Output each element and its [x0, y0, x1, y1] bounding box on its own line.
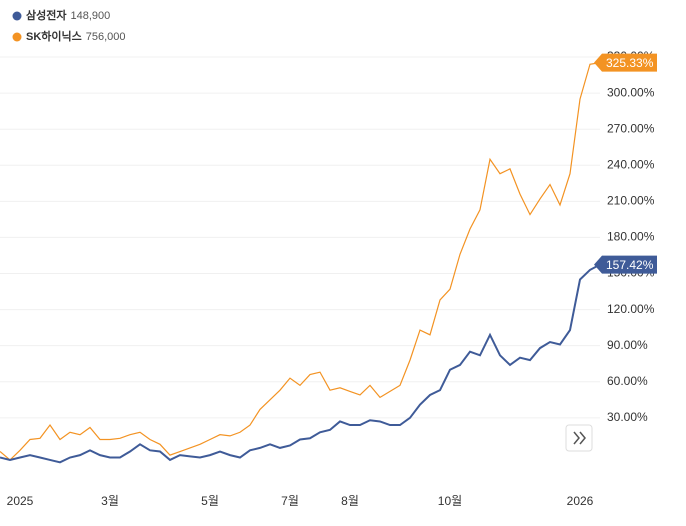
- x-tick-label: 2026: [567, 494, 594, 508]
- y-tick-label: 300.00%: [607, 85, 655, 99]
- series-line: [0, 263, 601, 464]
- y-tick-label: 210.00%: [607, 194, 655, 208]
- x-tick-label: 3월: [101, 494, 119, 508]
- scroll-button[interactable]: [565, 424, 593, 452]
- y-tick-label: 240.00%: [607, 157, 655, 171]
- legend-price: 756,000: [86, 31, 126, 43]
- end-label: 325.33%: [606, 56, 654, 70]
- y-tick-label: 120.00%: [607, 302, 655, 316]
- legend-marker: [12, 11, 22, 21]
- end-label: 157.42%: [606, 258, 654, 272]
- end-tag: 157.42%: [594, 255, 657, 274]
- x-tick-label: 2025: [7, 494, 34, 508]
- y-tick-label: 180.00%: [607, 230, 655, 244]
- legend-name: 삼성전자: [26, 8, 67, 22]
- x-tick-label: 7월: [281, 494, 299, 508]
- legend-entry: 삼성전자 148,900: [26, 8, 110, 22]
- y-tick-label: 270.00%: [607, 121, 655, 135]
- y-tick-label: 90.00%: [607, 338, 648, 352]
- x-tick-label: 10월: [438, 494, 462, 508]
- end-tag-box: [594, 255, 657, 274]
- legend-entry: SK하이닉스 756,000: [26, 29, 126, 43]
- y-tick-label: 60.00%: [607, 374, 648, 388]
- end-tag-box: [594, 53, 657, 72]
- legend-marker: [12, 32, 22, 42]
- x-tick-label: 5월: [201, 494, 219, 508]
- legend-name: SK하이닉스: [26, 29, 82, 43]
- legend-price: 148,900: [70, 10, 110, 22]
- y-tick-label: 30.00%: [607, 410, 648, 424]
- button-icon[interactable]: [573, 431, 586, 445]
- series-line: [0, 62, 601, 461]
- x-tick-label: 8월: [341, 494, 359, 508]
- end-tag: 325.33%: [594, 53, 657, 72]
